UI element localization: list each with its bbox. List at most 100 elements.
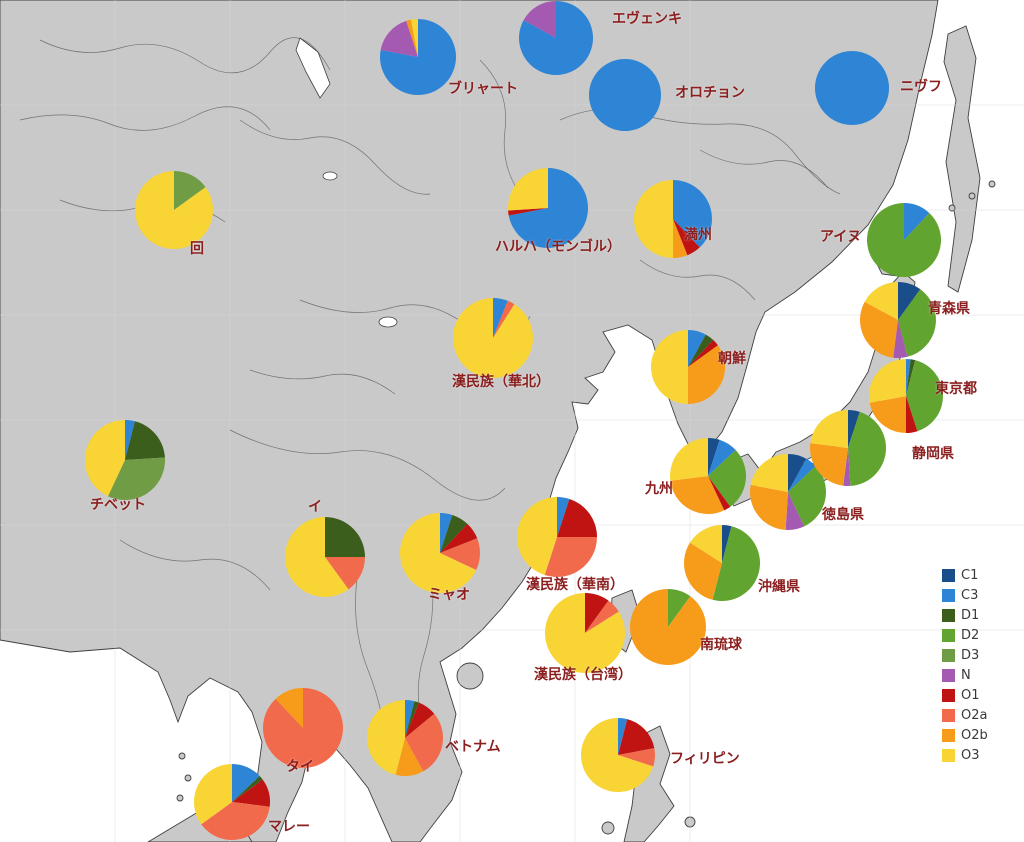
pie-slice-C3 (232, 764, 260, 802)
population-label-buryat: ブリャート (448, 81, 518, 97)
pie-slice-D1 (688, 334, 714, 367)
pie-slice-O1 (232, 779, 270, 807)
population-label-south_ryukyu: 南琉球 (700, 637, 742, 653)
population-label-han_north_china: 漢民族（華北） (452, 374, 550, 390)
population-label-hui: 回 (190, 241, 204, 257)
pie-slice-O3 (508, 168, 548, 211)
pie-slice-N (380, 20, 418, 57)
legend-label: D2 (961, 628, 980, 643)
population-label-thai: タイ (286, 759, 314, 775)
pie-slice-C1 (898, 281, 921, 320)
pie-slice-O3 (193, 764, 232, 825)
pie-slice-C3 (814, 51, 889, 126)
population-label-shizuoka: 静岡県 (912, 446, 954, 462)
population-label-han_south_china: 漢民族（華南） (526, 577, 624, 593)
pie-slice-O1 (585, 593, 609, 633)
pie-slice-C3 (688, 330, 706, 367)
pie-slice-O3 (634, 180, 673, 258)
pie-slice-O2a (263, 688, 344, 769)
legend-item-O2b: O2b (942, 728, 988, 743)
pie-slice-O2b (275, 688, 303, 728)
pie-slice-O2a (405, 713, 444, 772)
legend-label: N (961, 668, 971, 683)
pie-slice-D1 (440, 514, 468, 553)
legend-swatch-O3 (942, 749, 955, 762)
pie-miao (399, 513, 480, 593)
legend-label: O3 (961, 748, 980, 763)
pie-slice-O2b (684, 542, 722, 600)
pie-slice-D2 (668, 588, 691, 627)
pie-okinawa (684, 525, 761, 602)
population-label-okinawa: 沖縄県 (758, 579, 800, 595)
population-label-orochon: オロチョン (675, 85, 745, 101)
population-label-miao: ミャオ (428, 587, 470, 603)
pie-slice-O2b (810, 443, 848, 486)
pie-slice-N (523, 1, 556, 38)
pie-buryat (379, 18, 456, 95)
pie-slice-O1 (557, 498, 597, 537)
pie-slice-D2 (788, 465, 826, 527)
pie-slice-O2b (749, 484, 788, 530)
pie-tibet (85, 420, 165, 500)
pie-slice-D2 (906, 360, 944, 432)
population-label-vietnam: ベトナム (445, 739, 501, 755)
pie-slice-C3 (788, 458, 816, 492)
legend-swatch-C1 (942, 569, 955, 582)
population-label-philippines: フィリピン (670, 751, 740, 767)
population-label-tokushima: 徳島県 (822, 507, 864, 523)
legend-item-D1: D1 (942, 608, 988, 623)
pie-hui (134, 170, 213, 249)
population-label-nivkh: ニヴフ (900, 79, 942, 95)
population-label-korea: 朝鮮 (718, 351, 746, 367)
legend-label: O1 (961, 688, 980, 703)
population-label-han_taiwan: 漢民族（台湾） (534, 667, 632, 683)
pie-han_south_china (517, 497, 597, 577)
population-label-aomori: 青森県 (928, 301, 970, 317)
pie-slice-O3 (134, 170, 213, 249)
legend-item-O1: O1 (942, 688, 988, 703)
pie-slice-O2a (585, 600, 619, 633)
pie-slice-O3 (517, 497, 557, 576)
pie-philippines (580, 718, 655, 792)
pie-vietnam (366, 699, 444, 777)
pie-slice-O2b (630, 589, 707, 665)
legend-swatch-O2b (942, 729, 955, 742)
legend-label: D1 (961, 608, 980, 623)
lake-baikal (295, 37, 331, 99)
pie-orochon (588, 59, 661, 131)
pie-slice-C3 (519, 0, 594, 75)
island-andaman (178, 752, 186, 760)
pie-slice-O3 (284, 517, 349, 597)
population-label-ainu: アイヌ (820, 229, 862, 245)
pie-slice-C3 (405, 700, 415, 738)
pie-slice-O3 (366, 699, 405, 775)
pie-slice-O2a (544, 537, 597, 577)
pie-slice-O2a (440, 538, 480, 571)
legend-swatch-O1 (942, 689, 955, 702)
pie-slice-O2a (618, 748, 655, 767)
legend-item-D3: D3 (942, 648, 988, 663)
legend-label: O2a (961, 708, 988, 723)
pie-slice-D2 (866, 203, 941, 277)
pie-slice-C3 (673, 179, 713, 248)
pie-slice-O2a (493, 300, 515, 338)
pie-slice-O1 (440, 523, 478, 553)
population-label-tibet: チベット (90, 497, 146, 513)
pie-slice-N (785, 492, 805, 531)
pie-south_ryukyu (630, 588, 707, 665)
pie-slice-D1 (232, 775, 263, 802)
legend-label: C1 (961, 568, 979, 583)
pie-slice-C3 (557, 497, 570, 537)
pie-slice-O3 (670, 438, 708, 481)
population-label-khalkha_mongol: ハルハ（モンゴル） (495, 239, 621, 255)
pie-korea (651, 330, 725, 404)
pie-slice-C3 (493, 298, 508, 338)
pie-slice-O3 (750, 454, 788, 492)
pie-tokushima (749, 454, 826, 531)
legend-item-D2: D2 (942, 628, 988, 643)
pie-slice-O1 (906, 396, 918, 433)
pie-slice-O2b (673, 219, 688, 258)
population-label-evenki: エヴェンキ (612, 11, 682, 27)
